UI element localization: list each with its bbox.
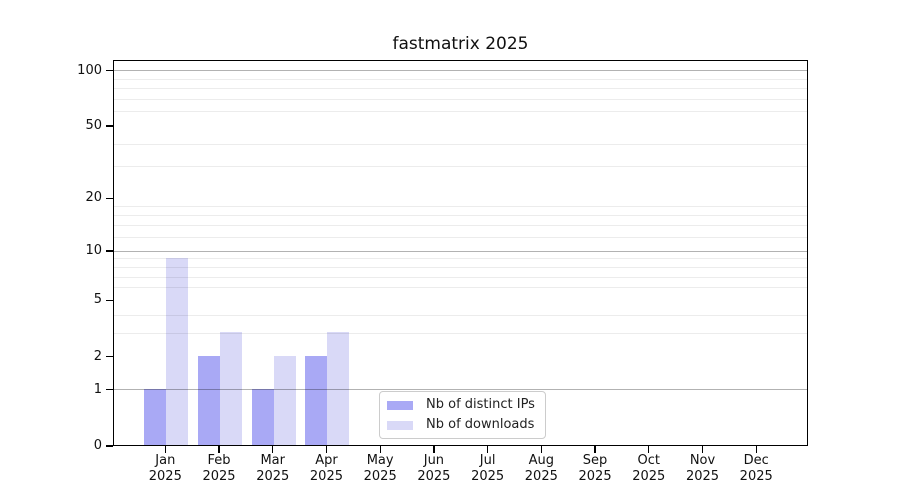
x-tick-label-jun-2025: Jun 2025 [394, 453, 474, 485]
x-tick-label-line: Jan [155, 453, 176, 468]
y-tick-50 [105, 125, 113, 127]
y-tick-2 [105, 355, 113, 358]
x-tick-label-may-2025: May 2025 [340, 453, 420, 485]
x-tick-label-line: 2025 [632, 469, 666, 484]
y-tick-label-2: 2 [93, 348, 102, 364]
x-tick-label-line: 2025 [256, 469, 290, 484]
x-tick-oct-2025 [648, 446, 650, 453]
legend: Nb of distinct IPs Nb of downloads [379, 391, 546, 439]
x-tick-label-line: 2025 [309, 469, 343, 484]
x-tick-label-line: Nov [689, 453, 716, 468]
x-tick-label-line: 2025 [417, 469, 451, 484]
x-tick-label-feb-2025: Feb 2025 [179, 453, 259, 485]
bar-nb-of-downloads-apr-2025 [327, 332, 350, 445]
x-tick-label-line: Mar [260, 453, 285, 468]
x-tick-label-line: Aug [528, 453, 555, 468]
y-tick-label-1: 1 [93, 381, 102, 397]
x-tick-label-line: 2025 [148, 469, 182, 484]
x-tick-label-line: 2025 [363, 469, 397, 484]
x-tick-label-line: 2025 [524, 469, 558, 484]
y-tick-label-0: 0 [93, 438, 102, 453]
x-tick-label-line: Apr [315, 453, 338, 468]
chart-title: fastmatrix 2025 [392, 34, 529, 54]
x-tick-mar-2025 [272, 446, 274, 453]
y-tick-label-100: 100 [77, 62, 102, 78]
legend-label-nb-of-distinct-ips: Nb of distinct IPs [426, 397, 535, 412]
x-tick-label-line: 2025 [685, 469, 720, 484]
y-tick-label-20: 20 [85, 190, 102, 206]
x-tick-may-2025 [379, 446, 381, 453]
x-tick-label-line: Jun [423, 453, 445, 468]
x-tick-label-line: Feb [207, 453, 231, 468]
x-tick-label-aug-2025: Aug 2025 [501, 453, 581, 485]
legend-swatch-nb-of-distinct-ips [387, 400, 413, 410]
x-tick-feb-2025 [218, 446, 220, 453]
x-tick-label-line: Oct [637, 453, 660, 468]
y-tick-20 [105, 197, 113, 199]
x-tick-nov-2025 [701, 446, 704, 453]
bar-nb-of-distinct-ips-mar-2025 [251, 388, 274, 445]
x-tick-jul-2025 [486, 446, 489, 453]
x-tick-label-line: Dec [743, 453, 769, 468]
x-tick-label-line: Jul [479, 453, 496, 468]
x-tick-label-apr-2025: Apr 2025 [286, 453, 366, 485]
y-tick-label-5: 5 [93, 292, 102, 308]
x-tick-label-oct-2025: Oct 2025 [609, 453, 689, 485]
bar-nb-of-downloads-feb-2025 [220, 332, 243, 445]
bar-nb-of-downloads-jan-2025 [166, 257, 189, 445]
y-tick-label-10: 10 [85, 242, 102, 258]
x-tick-label-line: 2025 [202, 469, 236, 484]
y-tick-5 [105, 299, 113, 301]
bar-nb-of-distinct-ips-apr-2025 [305, 355, 328, 445]
x-tick-label-nov-2025: Nov 2025 [663, 453, 743, 485]
x-tick-label-jan-2025: Jan 2025 [125, 453, 205, 485]
x-tick-label-jul-2025: Jul 2025 [448, 453, 528, 485]
x-tick-label-dec-2025: Dec 2025 [716, 453, 796, 485]
bars-layer [114, 61, 807, 445]
bar-nb-of-distinct-ips-feb-2025 [198, 355, 221, 445]
x-tick-label-line: Sep [582, 453, 608, 468]
x-tick-sep-2025 [594, 446, 596, 453]
x-tick-label-line: 2025 [739, 469, 773, 484]
x-tick-apr-2025 [325, 446, 328, 453]
x-tick-jun-2025 [433, 446, 435, 453]
y-tick-0 [105, 445, 113, 447]
y-tick-label-50: 50 [85, 118, 102, 134]
x-tick-label-line: 2025 [578, 469, 612, 484]
x-tick-dec-2025 [755, 446, 757, 453]
bar-nb-of-distinct-ips-jan-2025 [144, 388, 167, 445]
y-tick-100 [105, 69, 113, 72]
y-tick-1 [105, 388, 113, 391]
x-tick-label-mar-2025: Mar 2025 [233, 453, 313, 485]
legend-label-nb-of-downloads: Nb of downloads [426, 417, 535, 432]
y-tick-10 [105, 250, 113, 252]
plot-area: Nb of distinct IPs Nb of downloads [113, 60, 808, 446]
legend-swatch-nb-of-downloads [387, 420, 413, 430]
x-tick-label-line: 2025 [471, 469, 505, 484]
x-tick-label-line: May [366, 453, 394, 468]
legend-entry-nb-of-downloads: Nb of downloads [387, 417, 537, 433]
x-tick-jan-2025 [164, 446, 166, 453]
x-tick-label-sep-2025: Sep 2025 [555, 453, 635, 485]
legend-entry-nb-of-distinct-ips: Nb of distinct IPs [387, 397, 537, 413]
x-tick-aug-2025 [540, 446, 542, 453]
bar-nb-of-downloads-mar-2025 [273, 355, 296, 445]
